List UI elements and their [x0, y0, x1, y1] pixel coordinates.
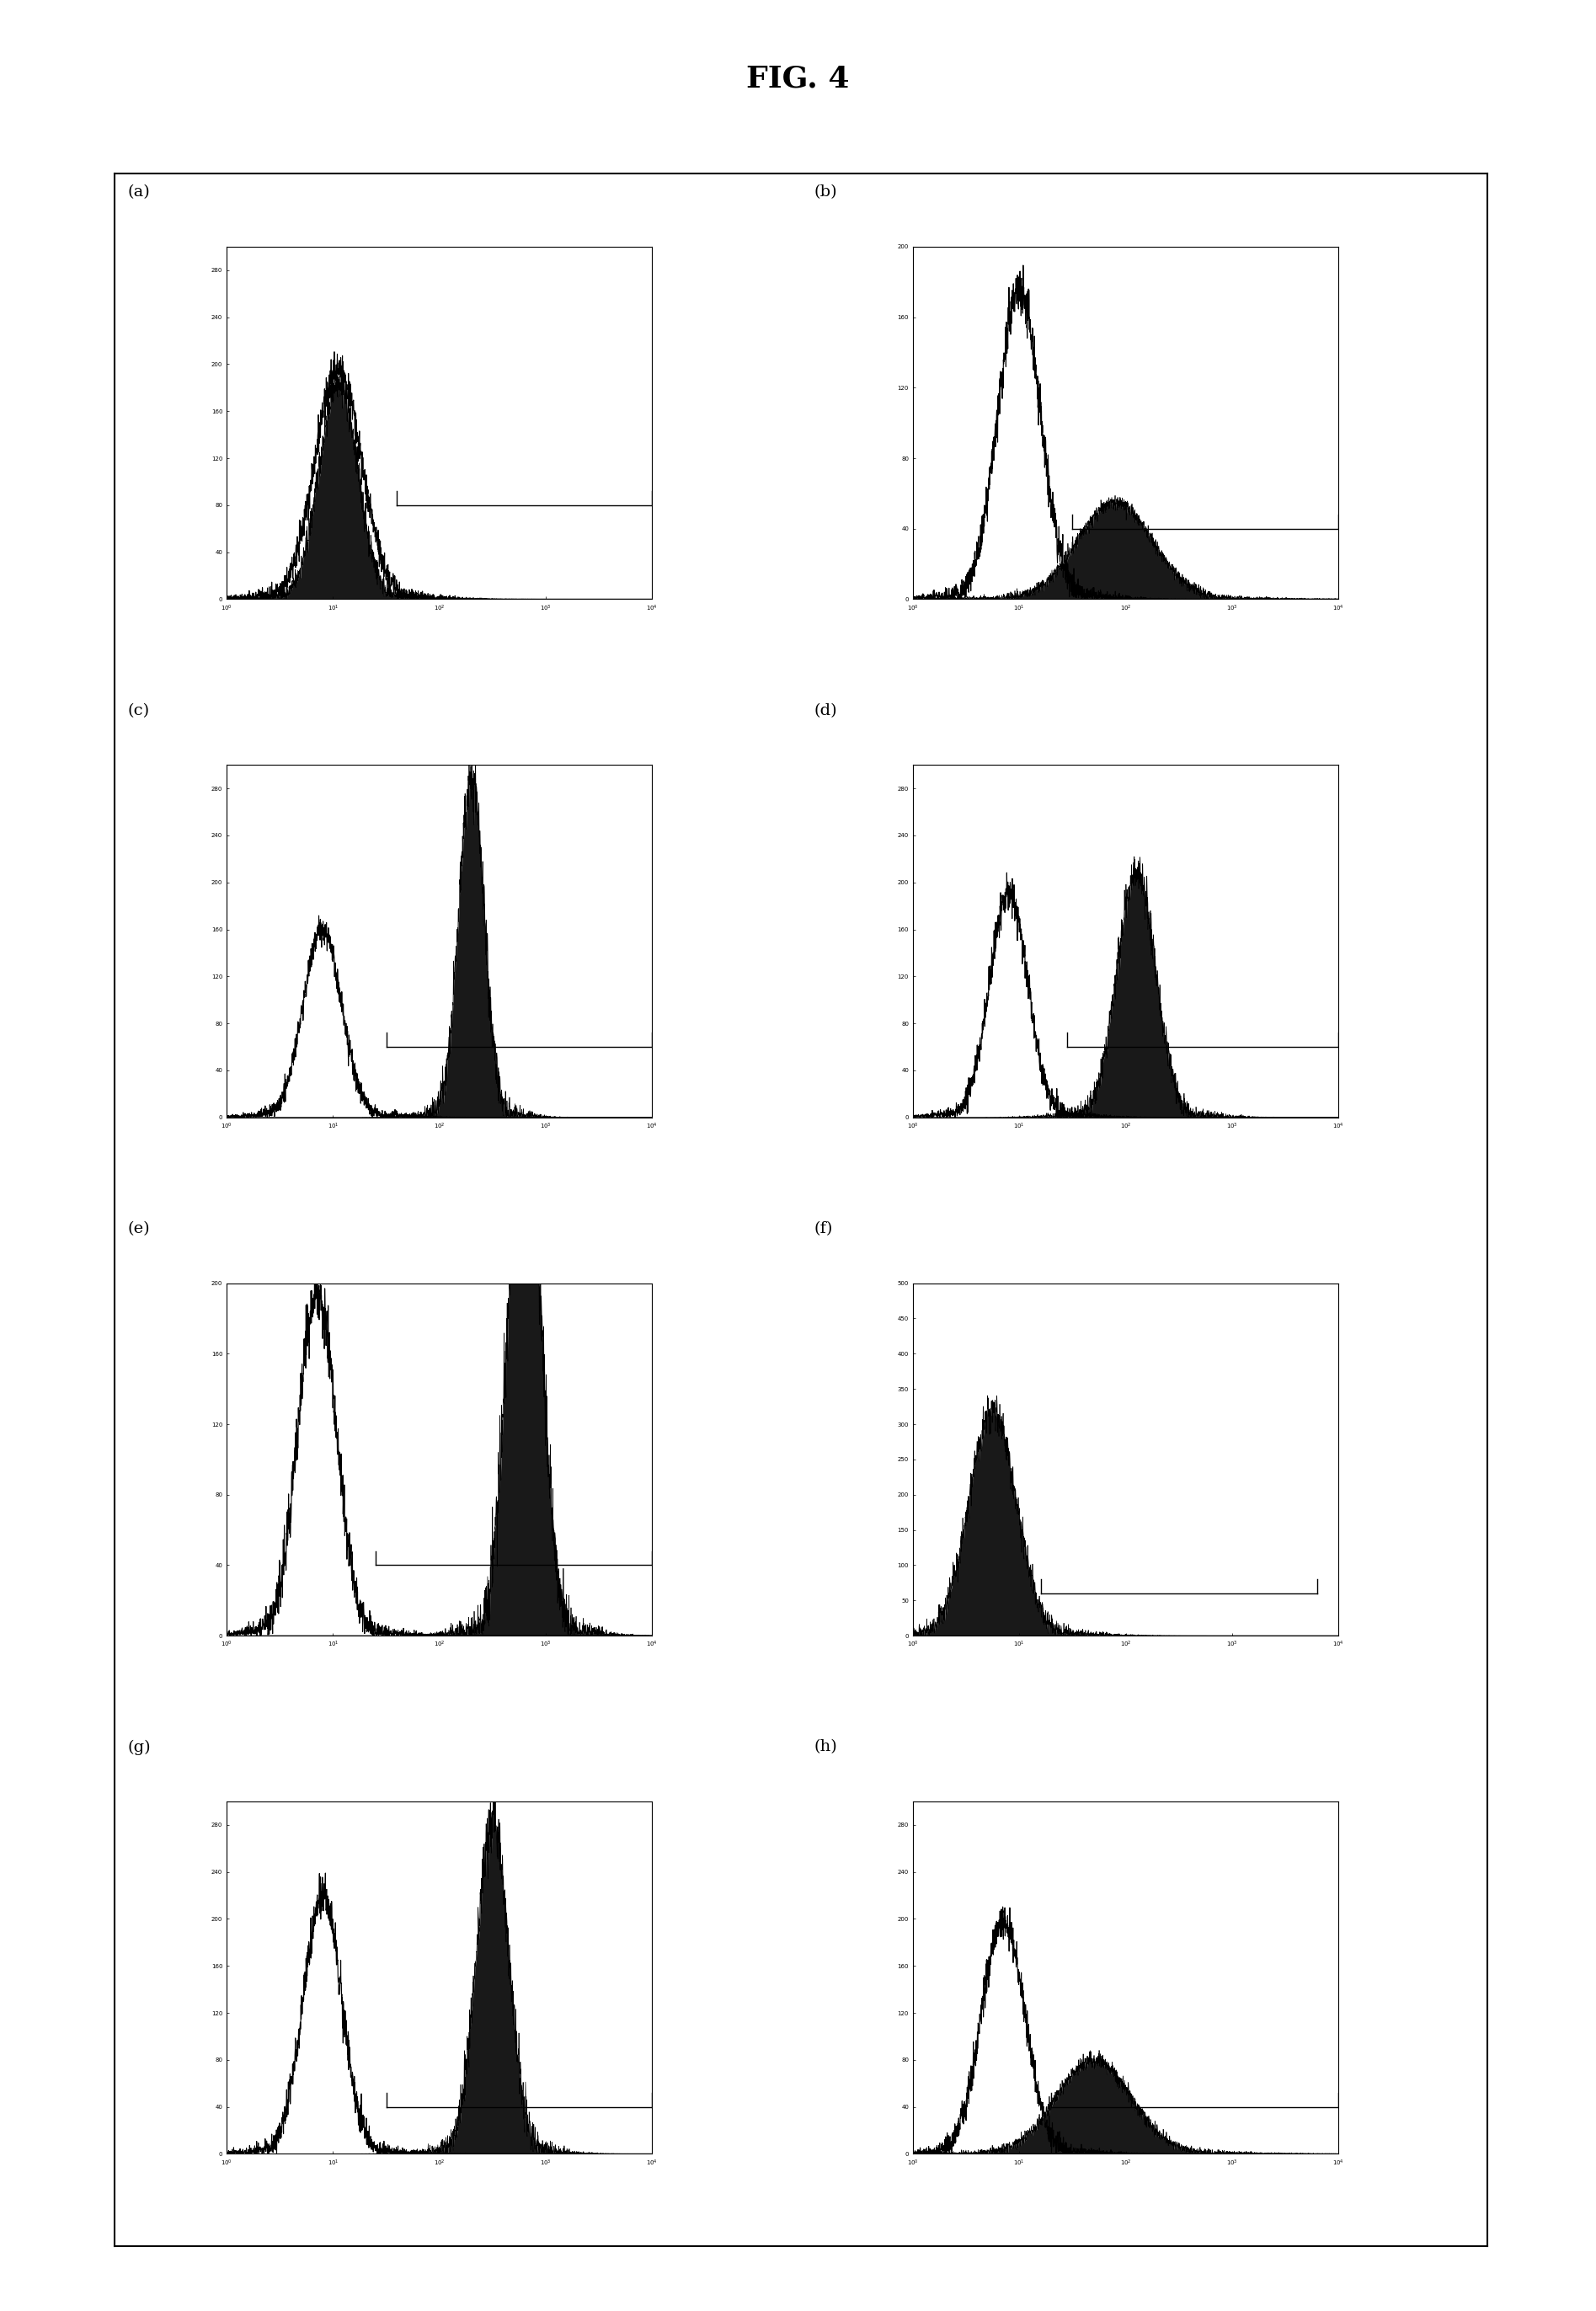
Text: (d): (d) — [814, 703, 838, 719]
Text: (e): (e) — [128, 1220, 150, 1236]
Text: (f): (f) — [814, 1220, 833, 1236]
Text: (a): (a) — [128, 185, 150, 201]
Text: FIG. 4: FIG. 4 — [747, 65, 849, 92]
Text: (g): (g) — [128, 1740, 152, 1754]
Text: (b): (b) — [814, 185, 838, 201]
Text: (h): (h) — [814, 1740, 838, 1754]
Text: (c): (c) — [128, 703, 150, 719]
